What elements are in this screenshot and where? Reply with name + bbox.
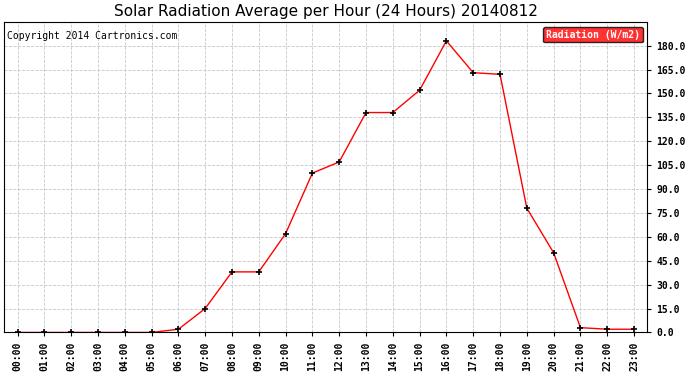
Text: Copyright 2014 Cartronics.com: Copyright 2014 Cartronics.com — [8, 31, 178, 41]
Legend: Radiation (W/m2): Radiation (W/m2) — [543, 27, 642, 42]
Title: Solar Radiation Average per Hour (24 Hours) 20140812: Solar Radiation Average per Hour (24 Hou… — [114, 4, 538, 19]
